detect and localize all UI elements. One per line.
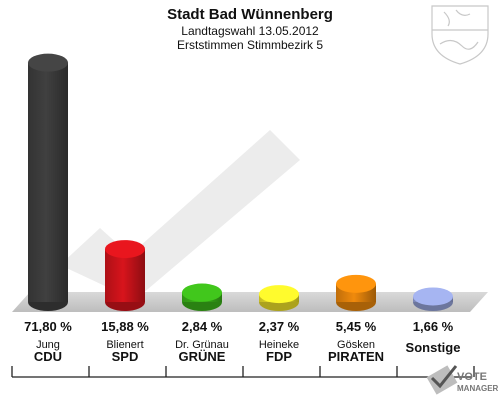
bar-top-piraten: [336, 274, 376, 293]
value-label-spd: 15,88 %: [101, 319, 149, 334]
bar-piraten: [336, 274, 376, 311]
bar-spd: [105, 240, 145, 311]
vote-manager-logo: VOTE MANAGER: [426, 365, 499, 395]
value-label-piraten: 5,45 %: [336, 319, 377, 334]
party-label-gr-ne: GRÜNE: [179, 349, 226, 364]
chart-subtitle-1: Landtagswahl 13.05.2012: [181, 24, 319, 38]
value-label-fdp: 2,37 %: [259, 319, 300, 334]
bar-top-fdp: [259, 285, 299, 304]
candidate-label-spd: Blienert: [106, 339, 143, 351]
party-label-piraten: PIRATEN: [328, 349, 384, 364]
party-label-spd: SPD: [112, 349, 139, 364]
bar-top-sonstige: [413, 287, 453, 306]
party-label-cdu: CDU: [34, 349, 62, 364]
value-label-sonstige: 1,66 %: [413, 319, 454, 334]
ballot-check-icon: [426, 365, 458, 395]
bar-top-cdu: [28, 53, 68, 72]
value-label-gr-ne: 2,84 %: [182, 319, 223, 334]
bar-top-spd: [105, 240, 145, 259]
bar-body-cdu: [28, 62, 68, 302]
candidate-label-gr-ne: Dr. Grünau: [175, 339, 229, 351]
bar-cdu: [28, 53, 68, 311]
candidate-label-cdu: Jung: [36, 339, 60, 351]
value-label-cdu: 71,80 %: [24, 319, 72, 334]
bar-sonstige: [413, 287, 453, 311]
chart-title: Stadt Bad Wünnenberg: [167, 6, 333, 23]
logo-text-vote: VOTE: [457, 371, 487, 383]
logo-text-manager: MANAGER: [457, 384, 499, 393]
party-label-fdp: FDP: [266, 349, 292, 364]
bar-top-gr-ne: [182, 283, 222, 302]
bar-fdp: [259, 285, 299, 311]
watermark-check-icon: [60, 130, 300, 300]
candidate-label-fdp: Heineke: [259, 339, 299, 351]
chart-subtitle-2: Erststimmen Stimmbezirk 5: [177, 38, 323, 52]
nrw-coat-of-arms-icon: [431, 5, 489, 65]
party-label-sonstige: Sonstige: [406, 340, 461, 355]
candidate-label-piraten: Gösken: [337, 339, 375, 351]
bar-gr-ne: [182, 283, 222, 311]
